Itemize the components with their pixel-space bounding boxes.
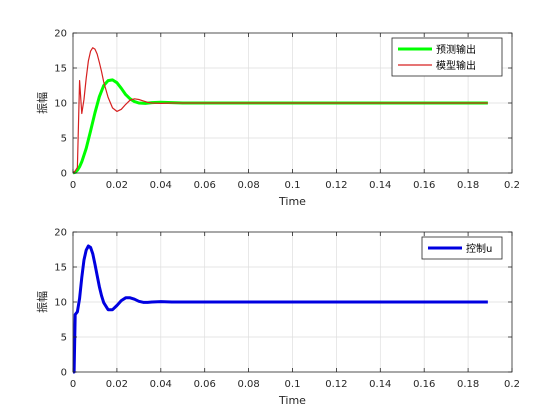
x-tick-label: 0.18 (457, 180, 479, 191)
x-tick-label: 0.02 (106, 180, 128, 191)
bottom-plot-legend: 控制u (421, 236, 503, 260)
x-tick-label: 0 (70, 379, 76, 390)
y-tick-label: 5 (61, 134, 67, 145)
x-tick-label: 0.04 (150, 379, 172, 390)
series-line-1 (72, 47, 488, 174)
legend-label: 模型输出 (436, 59, 476, 72)
y-tick-label: 20 (54, 228, 67, 239)
x-tick-label: 0.16 (413, 379, 435, 390)
x-tick-label: 0.12 (325, 180, 347, 191)
x-tick-label: 0.06 (194, 379, 216, 390)
top-plot-x-label: Time (278, 195, 306, 208)
legend-label: 控制u (466, 242, 492, 255)
bottom-plot: 0 0.02 0.04 0.06 0.08 0.1 0.12 0.14 0.16 0.18 0.2 0… (35, 228, 520, 408)
y-tick-label: 5 (61, 333, 67, 344)
legend-box (391, 37, 503, 77)
y-tick-label: 15 (54, 263, 67, 274)
bottom-plot-ticks: 0 0.02 0.04 0.06 0.08 0.1 0.12 0.14 0.16 0.18 0.2 0… (54, 228, 520, 391)
x-tick-label: 0.06 (194, 180, 216, 191)
y-tick-label: 10 (54, 298, 67, 309)
top-plot-ticks: 0 0.02 0.04 0.06 0.08 0.1 0.12 0.14 0.16 0.18 0.2 0… (54, 29, 520, 192)
y-tick-label: 0 (61, 169, 67, 180)
series-line-0 (72, 244, 488, 374)
bottom-plot-series (72, 244, 488, 374)
x-tick-label: 0.2 (504, 379, 520, 390)
y-tick-label: 20 (54, 29, 67, 40)
x-tick-label: 0.16 (413, 180, 435, 191)
x-tick-label: 0.1 (285, 379, 301, 390)
top-plot: 0 0.02 0.04 0.06 0.08 0.1 0.12 0.14 0.16 0.18 0.2 0… (35, 29, 520, 209)
x-tick-label: 0.18 (457, 379, 479, 390)
y-tick-label: 15 (54, 64, 67, 75)
bottom-plot-x-label: Time (278, 394, 306, 407)
x-tick-label: 0.04 (150, 180, 172, 191)
x-tick-label: 0.14 (369, 379, 391, 390)
top-plot-series (72, 47, 488, 175)
x-tick-label: 0.2 (504, 180, 520, 191)
x-tick-label: 0.1 (285, 180, 301, 191)
x-tick-label: 0.08 (237, 180, 259, 191)
x-tick-label: 0 (70, 180, 76, 191)
x-tick-label: 0.12 (325, 379, 347, 390)
legend-label: 预测输出 (436, 43, 476, 56)
top-plot-y-label: 振幅 (35, 92, 49, 114)
x-tick-label: 0.14 (369, 180, 391, 191)
x-tick-label: 0.02 (106, 379, 128, 390)
y-tick-label: 0 (61, 368, 67, 379)
x-tick-label: 0.08 (237, 379, 259, 390)
y-tick-label: 10 (54, 99, 67, 110)
bottom-plot-y-label: 振幅 (35, 291, 49, 313)
